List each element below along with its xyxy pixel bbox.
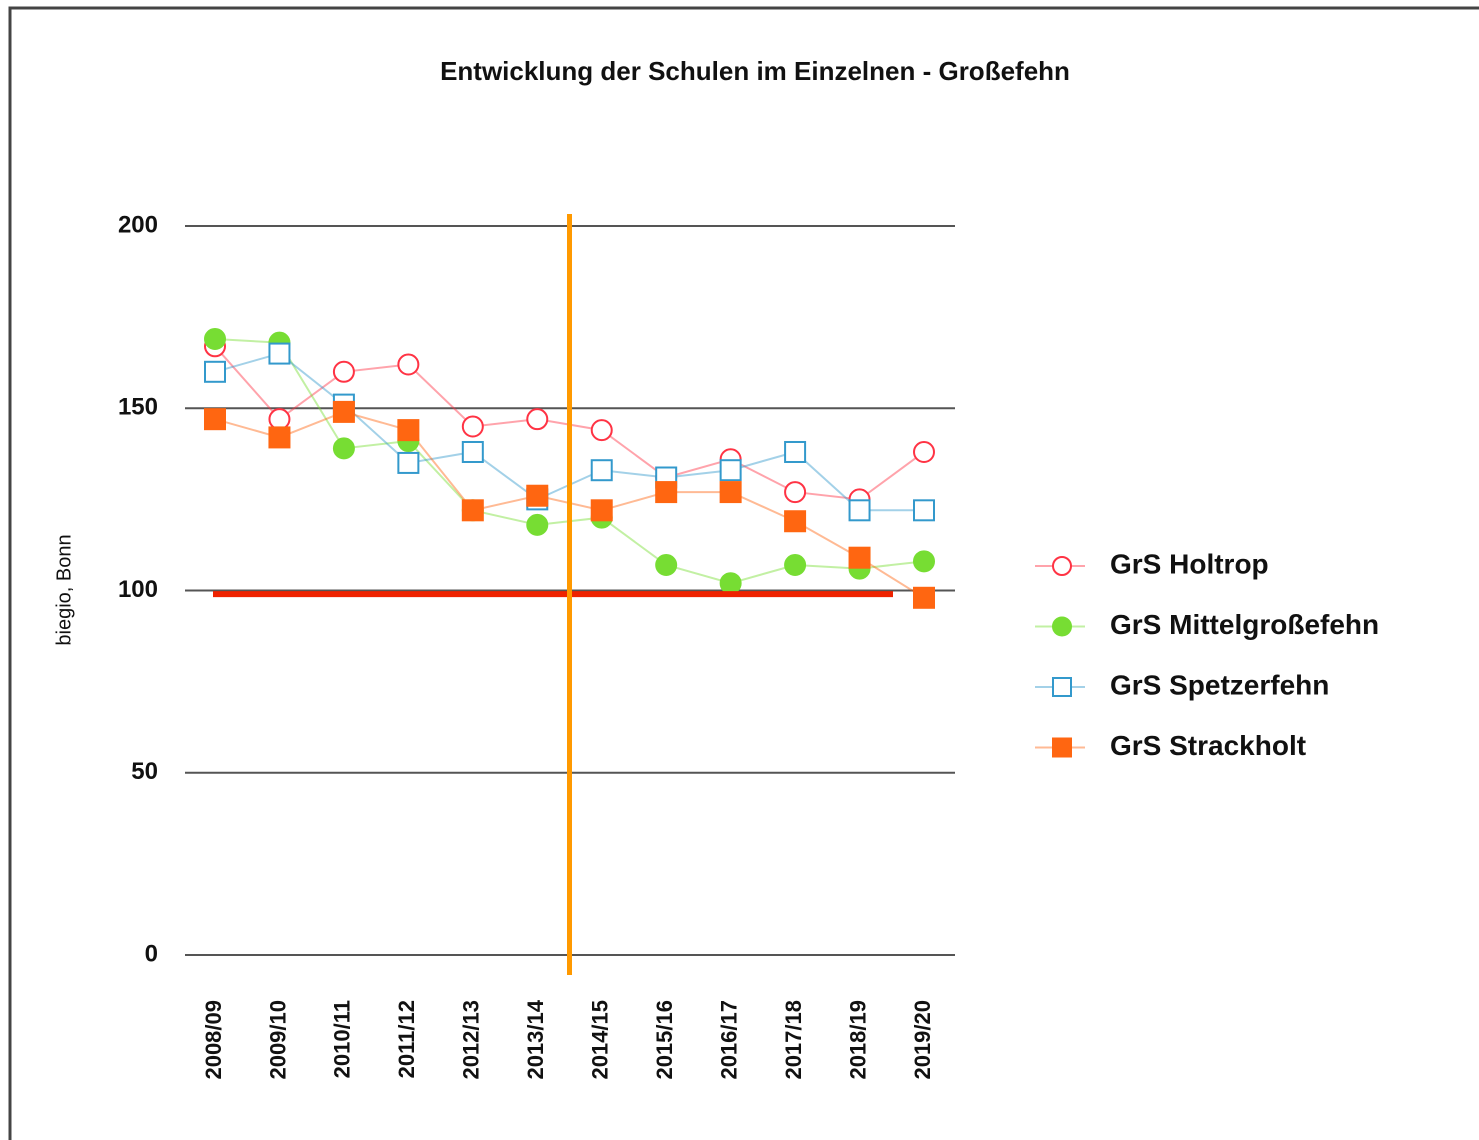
point [1052,616,1072,637]
point [1052,737,1072,758]
y-tick-label: 50 [131,758,158,785]
legend-label: GrS Strackholt [1110,730,1306,761]
point [397,419,420,442]
point [397,451,420,474]
frame [8,6,1479,1140]
point [526,408,549,431]
x-tick-label: 2008/09 [201,1000,226,1080]
point [784,553,807,576]
point [848,546,871,569]
point [332,437,355,460]
point [913,586,935,609]
point [913,499,935,522]
point [784,440,807,463]
x-tick-label: 2015/16 [652,1000,677,1080]
x-tick-label: 2014/15 [588,1000,613,1080]
point [526,513,549,536]
point [268,342,291,365]
point [719,481,742,504]
chart-title: Entwicklung der Schulen im Einzelnen - G… [440,56,1070,86]
x-tick-label: 2019/20 [910,1000,935,1080]
point [590,419,613,442]
point [268,408,291,431]
y-tick-label: 200 [118,211,158,238]
point [268,426,291,449]
point [848,499,871,522]
point [1052,556,1072,576]
point [397,353,420,376]
point [913,550,935,573]
point [461,440,484,463]
point [784,481,807,504]
point [461,499,484,522]
point [784,510,807,533]
legend-label: GrS Spetzerfehn [1110,669,1329,700]
x-tick-label: 2018/19 [845,1000,870,1080]
point [913,440,935,463]
point [1052,677,1072,697]
y-axis-label: biegio, Bonn [53,534,75,645]
point [332,400,355,423]
x-tick-label: 2011/12 [394,1000,419,1078]
y-tick-label: 0 [145,940,158,967]
point [655,481,678,504]
point [590,459,613,482]
point [204,408,226,431]
point [204,327,226,350]
point [655,553,678,576]
point [332,360,355,383]
x-tick-label: 2013/14 [523,999,548,1079]
x-tick-label: 2017/18 [781,1000,806,1080]
x-tick-label: 2016/17 [716,1000,741,1080]
point [719,459,742,482]
y-tick-label: 100 [118,576,158,603]
x-tick-label: 2010/11 [330,1000,355,1078]
legend-label: GrS Holtrop [1110,548,1269,579]
x-tick-label: 2012/13 [459,1000,484,1080]
point [719,572,742,595]
y-tick-label: 150 [118,394,158,421]
point [590,499,613,522]
point [204,360,226,383]
point [526,484,549,507]
x-tick-label: 2009/10 [265,1000,290,1080]
legend-label: GrS Mittelgroßefehn [1110,609,1379,640]
point [461,415,484,438]
